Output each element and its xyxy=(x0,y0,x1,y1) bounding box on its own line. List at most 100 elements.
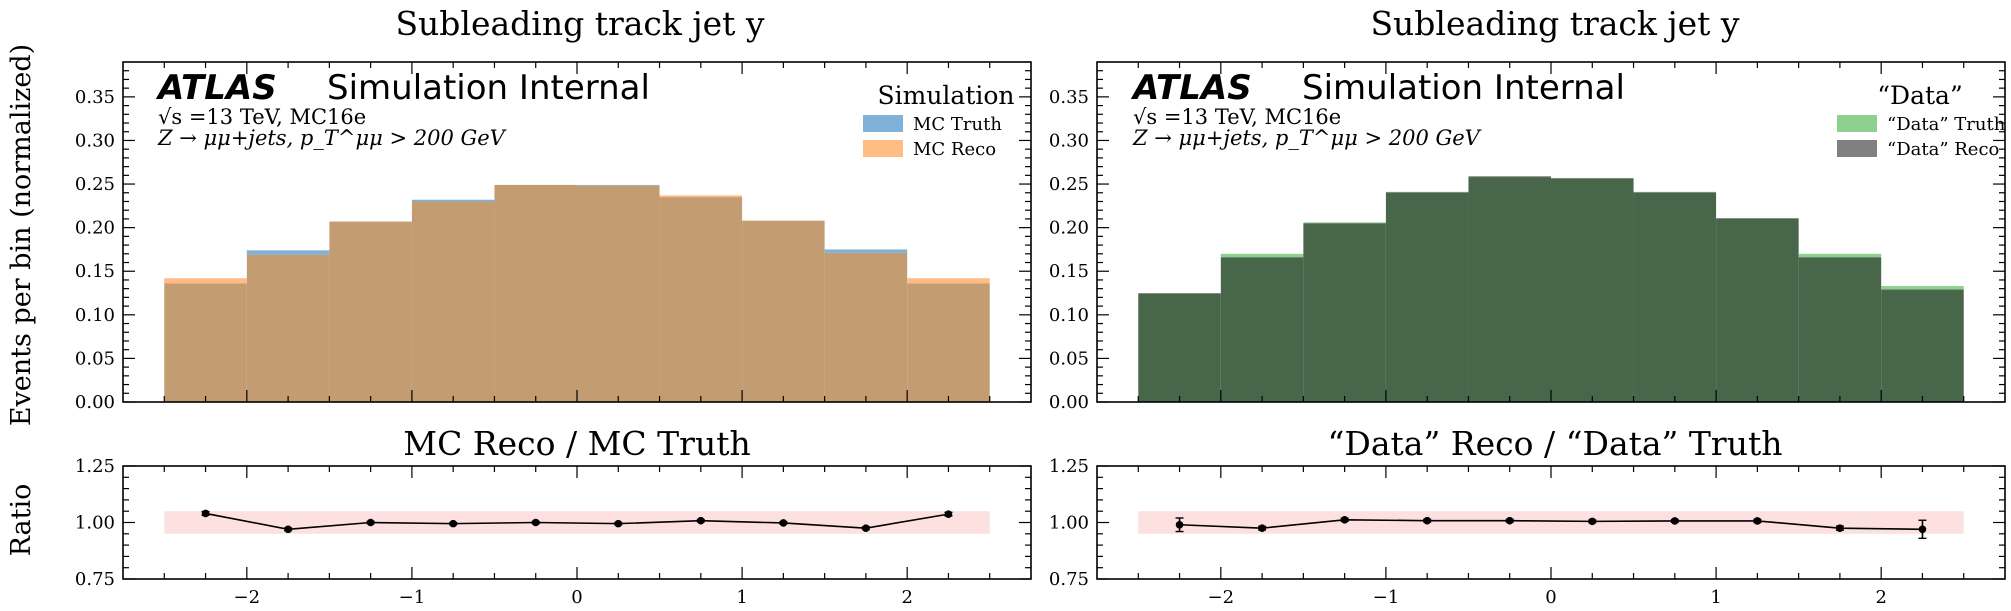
right-main-bar-5 xyxy=(1551,178,1634,402)
left-main-ytick-label-2: 0.10 xyxy=(75,305,115,326)
left-ratio-ytick-label-0: 0.75 xyxy=(75,569,115,590)
right-main-bar-2 xyxy=(1303,223,1386,402)
left-main-ytick-label-1: 0.05 xyxy=(75,348,115,369)
left-main-bar-6 xyxy=(659,197,743,402)
right-main-panel: Subleading track jet y 0.00 0.05 0.10 0.15 0… xyxy=(1049,4,2006,413)
left-main-legend-label-1: MC Reco xyxy=(913,139,996,160)
right-main-bar-6 xyxy=(1633,192,1717,402)
left-ratio-ytick-label-1: 1.00 xyxy=(75,513,115,534)
right-ratio-plot: 0.75 1.00 1.25 −2 −1 0 1 2 xyxy=(1049,456,2005,608)
left-main-bar-5 xyxy=(577,185,660,402)
right-atlas-label: ATLAS xyxy=(1130,68,1252,108)
right-main-legend-swatch-1 xyxy=(1837,140,1877,157)
right-ratio-point-3 xyxy=(1423,516,1431,525)
right-main-bar-excess-2 xyxy=(1303,222,1386,224)
left-main-bar-excess-3 xyxy=(411,199,495,202)
right-main-frame xyxy=(1096,61,2006,403)
left-ratio-xtick-label-1: −1 xyxy=(399,587,426,608)
right-main-bar-1 xyxy=(1220,257,1304,402)
left-main-bar-8 xyxy=(824,252,908,402)
right-main-bar-4 xyxy=(1468,177,1551,402)
right-ratio-xtick-label-3: 1 xyxy=(1710,587,1721,608)
left-ratio-xtick-label-4: 2 xyxy=(901,587,912,608)
left-ratio-point-7 xyxy=(779,519,788,527)
left-main-ytick-label-3: 0.15 xyxy=(75,261,115,282)
right-main-bar-excess-7 xyxy=(1716,218,1799,219)
right-main-bars xyxy=(1138,176,1964,402)
left-ratio-frame xyxy=(122,465,1032,580)
left-ratio-point-6 xyxy=(697,516,705,525)
left-main-panel: Subleading track jet y 0.00 0.05 0.10 0.15 0… xyxy=(75,4,1032,413)
left-main-bar-2 xyxy=(329,221,412,402)
right-main-bar-excess-3 xyxy=(1385,191,1469,193)
left-main-bar-excess-6 xyxy=(659,195,743,198)
right-ratio-point-8 xyxy=(1836,524,1844,532)
left-main-ytick-label-5: 0.25 xyxy=(75,174,115,195)
left-info-line1: √s =13 TeV, MC16e xyxy=(158,105,366,129)
right-main-ytick-label-2: 0.10 xyxy=(1049,305,1089,326)
left-ratio-plot: 0.75 1.00 1.25 −2 −1 0 1 2 xyxy=(75,456,1031,608)
right-main-bar-excess-1 xyxy=(1220,253,1304,258)
left-main-ytick-label-4: 0.20 xyxy=(75,218,115,239)
right-main-ytick-label-7: 0.35 xyxy=(1049,87,1089,108)
right-main-legend: “Data” “Data” Truth “Data” Reco xyxy=(1837,81,2006,160)
right-ratio-xtick-label-4: 2 xyxy=(1875,587,1886,608)
right-ratio-ytick-label-0: 0.75 xyxy=(1049,569,1089,590)
left-main-bar-excess-5 xyxy=(577,184,660,186)
left-main-ytick-label-0: 0.00 xyxy=(75,392,115,413)
left-main-legend-title: Simulation xyxy=(877,81,1014,110)
left-main-legend-label-0: MC Truth xyxy=(913,114,1002,135)
left-main-legend-swatch-1 xyxy=(863,140,903,157)
right-main-bar-excess-8 xyxy=(1798,253,1882,258)
left-main-bars xyxy=(164,184,990,402)
left-main-bar-excess-9 xyxy=(907,278,990,284)
right-main-bar-excess-5 xyxy=(1551,177,1634,179)
right-main-bar-0 xyxy=(1138,293,1221,402)
right-ratio-xtick-label-2: 0 xyxy=(1545,587,1556,608)
right-ratio-xtick-label-1: −1 xyxy=(1373,587,1400,608)
left-main-bar-excess-0 xyxy=(164,278,247,284)
right-main-bar-3 xyxy=(1385,192,1469,402)
left-ratio-xtick-label-0: −2 xyxy=(234,587,261,608)
right-ratio-point-2 xyxy=(1340,515,1349,524)
right-main-legend-label-0: “Data” Truth xyxy=(1887,114,2006,135)
right-main-title: Subleading track jet y xyxy=(1370,4,1739,43)
ratio-y-axis-label: Ratio xyxy=(6,484,37,557)
left-main-bar-0 xyxy=(164,283,247,402)
right-main-ytick-label-5: 0.25 xyxy=(1049,174,1089,195)
right-main-ytick-label-0: 0.00 xyxy=(1049,392,1089,413)
left-main-bar-4 xyxy=(494,184,577,402)
left-main-ytick-label-7: 0.35 xyxy=(75,87,115,108)
left-main-title: Subleading track jet y xyxy=(395,4,764,43)
left-ratio-ratio-line xyxy=(205,512,949,531)
right-ratio-point-5 xyxy=(1588,517,1597,526)
right-ratio-point-4 xyxy=(1505,516,1514,525)
right-main-legend-title: “Data” xyxy=(1877,81,1962,110)
left-ratio-ytick-label-2: 1.25 xyxy=(75,456,115,477)
left-ratio-point-9 xyxy=(944,510,953,518)
right-main-bar-9 xyxy=(1881,289,1964,402)
right-main-ytick-label-1: 0.05 xyxy=(1049,348,1089,369)
right-ratio-ytick-label-1: 1.00 xyxy=(1049,513,1089,534)
right-ratio-title: “Data” Reco / “Data” Truth xyxy=(1328,424,1783,463)
left-ratio-xtick-label-3: 1 xyxy=(736,587,747,608)
left-main-legend-swatch-0 xyxy=(863,115,903,132)
left-main-bar-1 xyxy=(246,254,330,402)
right-ratio-point-7 xyxy=(1753,517,1762,525)
right-info-line2: Z → μμ+jets, p_T^μμ > 200 GeV xyxy=(1132,126,1482,150)
right-ratio-xtick-label-0: −2 xyxy=(1208,587,1235,608)
right-ratio-frame xyxy=(1096,465,2006,580)
right-ratio-ytick-label-2: 1.25 xyxy=(1049,456,1089,477)
right-main-bar-excess-4 xyxy=(1468,176,1551,178)
main-y-axis-label: Events per bin (normalized) xyxy=(6,44,37,426)
right-atlas-suffix: Simulation Internal xyxy=(1302,68,1625,108)
left-ratio-point-2 xyxy=(366,518,375,527)
left-ratio-panel: MC Reco / MC Truth 0.75 1.00 1.25 −2 −1 0 1 2 xyxy=(75,424,1032,608)
right-main-ytick-label-6: 0.30 xyxy=(1049,130,1089,151)
right-main-bar-excess-0 xyxy=(1138,293,1221,294)
right-main-bar-7 xyxy=(1716,218,1799,402)
left-ratio-xtick-label-2: 0 xyxy=(571,587,582,608)
right-ratio-ratio-line xyxy=(1179,518,1923,531)
left-ratio-point-1 xyxy=(284,525,292,534)
